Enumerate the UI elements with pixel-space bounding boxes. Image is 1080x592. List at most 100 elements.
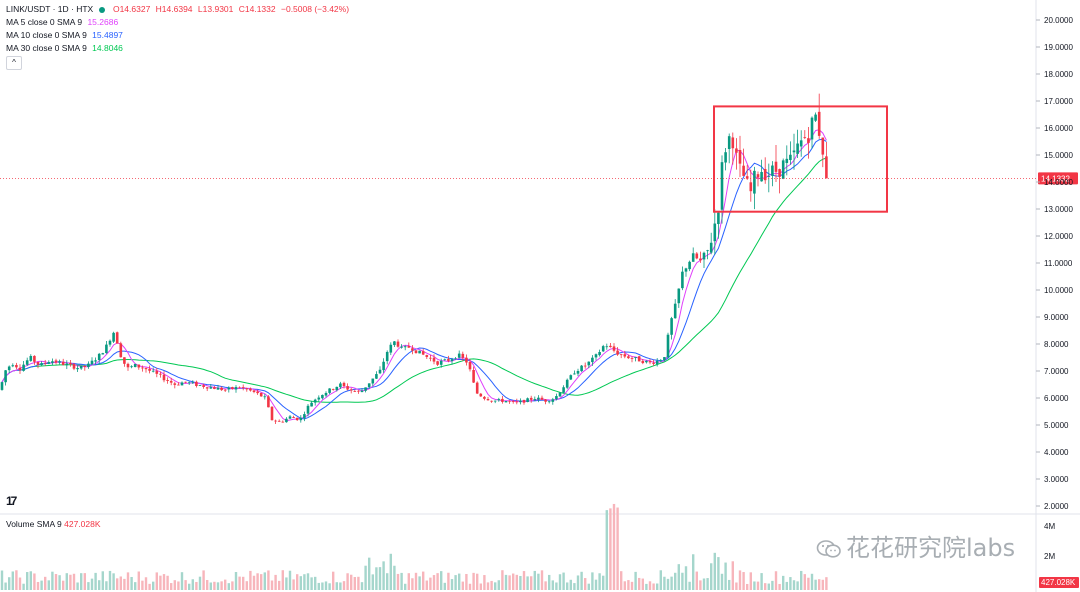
volume-bar (681, 572, 684, 590)
volume-bar (609, 508, 612, 590)
volume-bar (436, 573, 439, 590)
volume-bar (353, 577, 356, 590)
volume-bar (699, 580, 702, 590)
candle-body (817, 111, 821, 136)
candle-body (313, 399, 317, 403)
volume-bar (544, 581, 547, 590)
volume-bar (623, 581, 626, 590)
candle-body (515, 401, 519, 403)
volume-bar (69, 574, 72, 590)
price-axis[interactable]: 20.0000 19.0000 18.0000 17.0000 16.0000 15.00… (1036, 16, 1079, 588)
candle-body (173, 383, 177, 385)
volume-legend[interactable]: Volume SMA 9 427.028K (6, 519, 101, 529)
volume-tick-label: 2M (1044, 552, 1055, 561)
volume-bar (119, 576, 122, 590)
volume-bar (591, 572, 594, 590)
candle-body (130, 366, 133, 368)
volume-bar (123, 578, 126, 590)
volume-bar (72, 573, 76, 590)
volume-bar (418, 576, 421, 590)
candle-body (101, 353, 105, 355)
volume-bar (346, 573, 349, 590)
candle-body (367, 383, 371, 388)
ma5-legend[interactable]: MA 5 close 0 SMA 9 15.2686 (6, 16, 121, 28)
volume-bar (425, 580, 428, 590)
volume-bar (285, 577, 288, 590)
volume-bars (0, 503, 828, 590)
candle-body (166, 380, 169, 381)
volume-bar (350, 574, 353, 590)
volume-bar (508, 575, 511, 590)
candle-body (781, 160, 785, 179)
volume-bar (364, 565, 367, 590)
volume-bar (785, 581, 788, 590)
candle-body (565, 379, 569, 388)
volume-bar (447, 572, 450, 590)
candle-body (159, 373, 162, 375)
candle-body (796, 143, 799, 154)
ma30-label: MA 30 close 0 SMA 9 (6, 43, 87, 53)
volume-bar (526, 576, 529, 590)
candle-body (324, 392, 328, 396)
ma30-legend[interactable]: MA 30 close 0 SMA 9 14.8046 (6, 42, 126, 54)
volume-bar (36, 581, 40, 590)
volume-bar (749, 572, 752, 590)
volume-bar (738, 570, 742, 590)
volume-bar (821, 579, 824, 590)
volume-bar (288, 570, 292, 590)
volume-bar (40, 580, 43, 590)
volume-bar (602, 575, 605, 590)
volume-bar (490, 580, 493, 590)
price-tick-label: 7.0000 (1044, 367, 1069, 376)
volume-bar (616, 507, 619, 590)
candle-body (299, 417, 303, 421)
candle-body (407, 345, 411, 348)
candle-body (234, 387, 238, 390)
volume-bar (674, 572, 677, 590)
volume-bar (630, 581, 634, 590)
volume-bar (760, 573, 763, 590)
volume-bar (8, 577, 11, 590)
price-tick-label: 8.0000 (1044, 340, 1069, 349)
candle-body (717, 212, 720, 225)
volume-bar (328, 583, 331, 590)
volume-bar (728, 579, 731, 590)
candle-body (378, 369, 382, 374)
candle-body (508, 400, 511, 402)
candle-body (414, 350, 418, 354)
change-value: −0.5008 (−3.42%) (281, 4, 350, 14)
volume-bar (414, 572, 418, 590)
candle-body (180, 382, 184, 386)
candle-body (677, 288, 681, 304)
candle-body (292, 417, 295, 418)
candle-body (108, 340, 112, 345)
volume-bar (54, 574, 58, 590)
volume-bar (144, 577, 148, 590)
candle-body (191, 382, 195, 384)
ohlc-legend: LINK/USDT · 1D · HTX O14.6327 H14.6394 L… (6, 3, 352, 15)
volume-bar (555, 582, 558, 590)
candle-body (83, 365, 87, 367)
price-tick-label: 19.0000 (1044, 43, 1073, 52)
volume-bar (357, 576, 360, 590)
volume-bar (411, 578, 414, 590)
ma10-legend[interactable]: MA 10 close 0 SMA 9 15.4897 (6, 29, 126, 41)
volume-bar (800, 570, 803, 590)
volume-bar (83, 573, 86, 590)
price-tick-label: 3.0000 (1044, 475, 1069, 484)
candle-body (371, 378, 375, 384)
candle-body (209, 387, 213, 389)
candle-body (436, 361, 439, 365)
candle-body (475, 382, 479, 394)
volume-bar (299, 576, 302, 590)
volume-bar (15, 570, 18, 590)
volume-bar (465, 573, 468, 590)
volume-bar (180, 572, 184, 590)
volume-bar (537, 573, 540, 590)
volume-bar (558, 574, 562, 590)
candle-body (393, 341, 396, 346)
volume-bar (782, 575, 785, 590)
collapse-legend-button[interactable]: ^ (6, 56, 22, 70)
candle-body (303, 414, 306, 419)
